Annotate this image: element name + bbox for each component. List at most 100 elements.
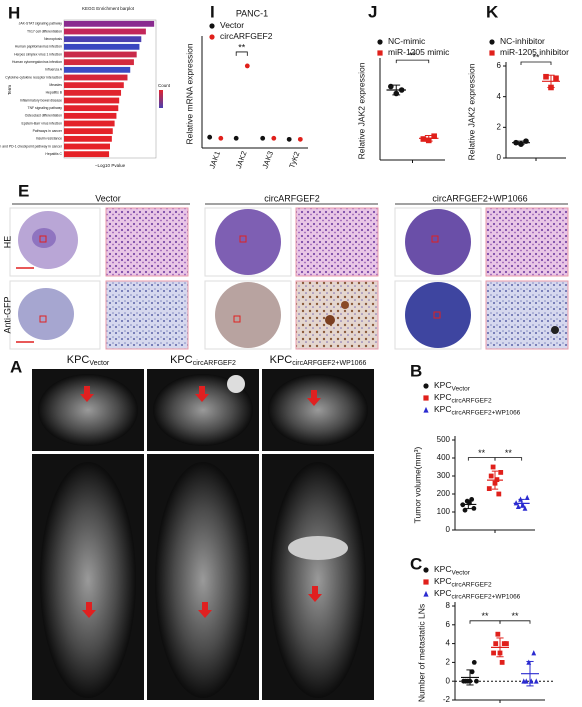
- significance-bracket: [520, 61, 552, 65]
- point: [469, 669, 475, 675]
- point: [388, 83, 394, 90]
- y-tick-label: 4: [497, 92, 502, 101]
- point: [233, 135, 239, 141]
- legend-label: Vector: [220, 20, 244, 30]
- panel-letter: E: [18, 181, 29, 200]
- point: [209, 34, 215, 40]
- point: [218, 135, 224, 141]
- point: [489, 50, 495, 56]
- legend-label: circARFGEF2: [220, 31, 273, 41]
- point: [524, 494, 530, 500]
- label-main: KPC: [67, 354, 90, 366]
- legend-name: KPC: [434, 404, 451, 414]
- point: [420, 136, 427, 142]
- significance: **: [532, 52, 540, 62]
- legend-label: KPCVector: [434, 380, 471, 392]
- bar: [64, 36, 142, 43]
- legend-label: miR-1205 inhibitor: [500, 47, 569, 57]
- y-tick-label: 4: [446, 639, 451, 648]
- legend-name: KPC: [434, 564, 451, 574]
- point: [553, 75, 559, 82]
- bar: [64, 105, 119, 112]
- legend-name: miR-1205 inhibitor: [500, 47, 569, 57]
- point: [286, 136, 292, 142]
- legend-label: KPCcircARFGEF2+WP1066: [434, 404, 521, 416]
- point: [493, 641, 499, 646]
- bar: [64, 151, 110, 158]
- significance: **: [511, 611, 519, 621]
- significance-bracket: [469, 620, 501, 624]
- point: [423, 590, 429, 597]
- legend-name: KPC: [434, 576, 451, 586]
- significance-bracket: [467, 457, 496, 461]
- point: [489, 39, 495, 45]
- legend-label: KPCcircARFGEF2: [434, 392, 492, 404]
- panel-a-images: [32, 369, 374, 700]
- panel-letter: B: [410, 361, 422, 380]
- legend-name: NC-mimic: [388, 36, 426, 46]
- bar: [64, 43, 140, 50]
- x-tick-label: TyK2: [287, 150, 301, 169]
- point: [520, 501, 526, 508]
- column-label: circARFGEF2: [264, 193, 320, 203]
- point: [377, 50, 383, 56]
- point: [499, 660, 505, 665]
- legend-label: KPCcircARFGEF2: [434, 576, 492, 588]
- legend-name: NC-inhibitor: [500, 36, 545, 46]
- category-label: Insulin resistance: [36, 137, 62, 141]
- category-label: Hepatitis B: [46, 91, 63, 95]
- bar: [64, 89, 122, 96]
- column-label: KPCcircARFGEF2: [170, 354, 236, 367]
- significance-bracket: [235, 51, 248, 56]
- category-label: JAK-STAT signaling pathway: [19, 22, 63, 26]
- bar: [64, 20, 155, 27]
- point: [474, 678, 479, 684]
- bar: [64, 51, 137, 58]
- bar: [64, 28, 146, 35]
- category-label: Human papillomavirus infection: [15, 45, 62, 49]
- legend-sub: Vector: [451, 569, 470, 576]
- point: [533, 678, 539, 684]
- point: [490, 464, 496, 470]
- legend-name: miR-1205 mimic: [388, 47, 450, 57]
- panel-letter: J: [368, 2, 377, 21]
- significance: **: [478, 448, 486, 458]
- legend-name: KPC: [434, 588, 451, 598]
- label-main: KPC: [170, 354, 193, 366]
- legend-label: NC-inhibitor: [500, 36, 545, 46]
- point: [543, 73, 549, 80]
- point: [531, 650, 537, 656]
- category-label: Influenza A: [45, 68, 63, 72]
- legend-sub: circARFGEF2+WP1066: [451, 593, 520, 600]
- plot-frame: [63, 19, 157, 159]
- point: [495, 631, 501, 637]
- point: [486, 486, 492, 491]
- significance: **: [505, 448, 513, 458]
- point: [431, 133, 437, 139]
- point: [297, 136, 303, 142]
- point: [260, 135, 266, 141]
- y-tick-label: 0: [446, 525, 451, 534]
- point: [523, 678, 529, 684]
- bar: [64, 66, 131, 73]
- category-label: Pathways in cancer: [33, 129, 63, 133]
- category-label: Osteoclast differentiation: [25, 114, 62, 118]
- legend-label: KPCcircARFGEF2+WP1066: [434, 588, 521, 600]
- point: [491, 650, 496, 656]
- category-label: Measles: [49, 83, 62, 87]
- point: [423, 406, 429, 413]
- point: [423, 567, 429, 573]
- significance: **: [409, 50, 417, 60]
- y-tick-label: 0: [446, 676, 451, 685]
- point: [471, 660, 477, 665]
- label-sub: Vector: [89, 360, 110, 367]
- y-axis-label: Relative JAK2 expression: [356, 62, 366, 159]
- category-label: Th17 cell differentiation: [27, 29, 62, 33]
- category-label: Human cytomegalovirus infection: [12, 60, 62, 64]
- category-label: Epstein-Barr virus infection: [21, 121, 62, 125]
- category-label: Necroptosis: [44, 37, 62, 41]
- significance-bracket: [494, 457, 523, 461]
- category-label: Cytokine-cytokine receptor interaction: [5, 75, 62, 79]
- bar: [64, 97, 120, 104]
